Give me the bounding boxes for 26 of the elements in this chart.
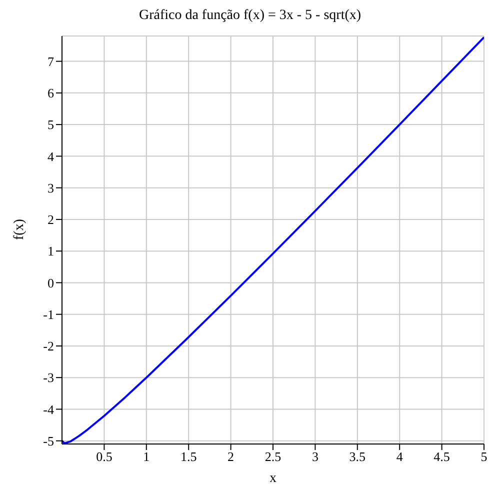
y-tick-label: 2 — [48, 212, 54, 228]
chart-title: Gráfico da função f(x) = 3x - 5 - sqrt(x) — [138, 8, 362, 25]
y-tick-label: 3 — [48, 180, 54, 196]
y-tick-label: 4 — [48, 148, 54, 164]
x-tick-label: 2.5 — [264, 449, 282, 464]
x-tick-label: 0.5 — [96, 449, 112, 464]
x-tick-label: 5 — [480, 449, 488, 464]
x-tick-label: 1 — [143, 449, 150, 464]
x-tick-label: 3 — [312, 449, 318, 464]
y-tick-label: -5 — [43, 433, 54, 448]
y-tick-label: -2 — [43, 338, 54, 354]
y-tick-label: -4 — [43, 402, 54, 417]
x-axis-title: x — [270, 471, 276, 486]
y-tick-label: -1 — [43, 306, 54, 322]
y-axis-title: f(x) — [12, 218, 27, 240]
x-tick-label: 2 — [228, 449, 234, 464]
x-tick-label: 1.5 — [180, 449, 197, 464]
y-tick-label: -3 — [43, 370, 54, 386]
x-tick-label: 4 — [396, 449, 404, 464]
x-tick-label: 4.5 — [434, 449, 450, 464]
x-tick-label: 3.5 — [349, 449, 366, 464]
y-tick-label: 5 — [48, 117, 54, 132]
y-tick-label: 0 — [48, 275, 54, 290]
y-tick-label: 7 — [48, 54, 54, 69]
y-tick-label: 1 — [48, 244, 54, 259]
y-tick-label: 6 — [48, 86, 54, 101]
